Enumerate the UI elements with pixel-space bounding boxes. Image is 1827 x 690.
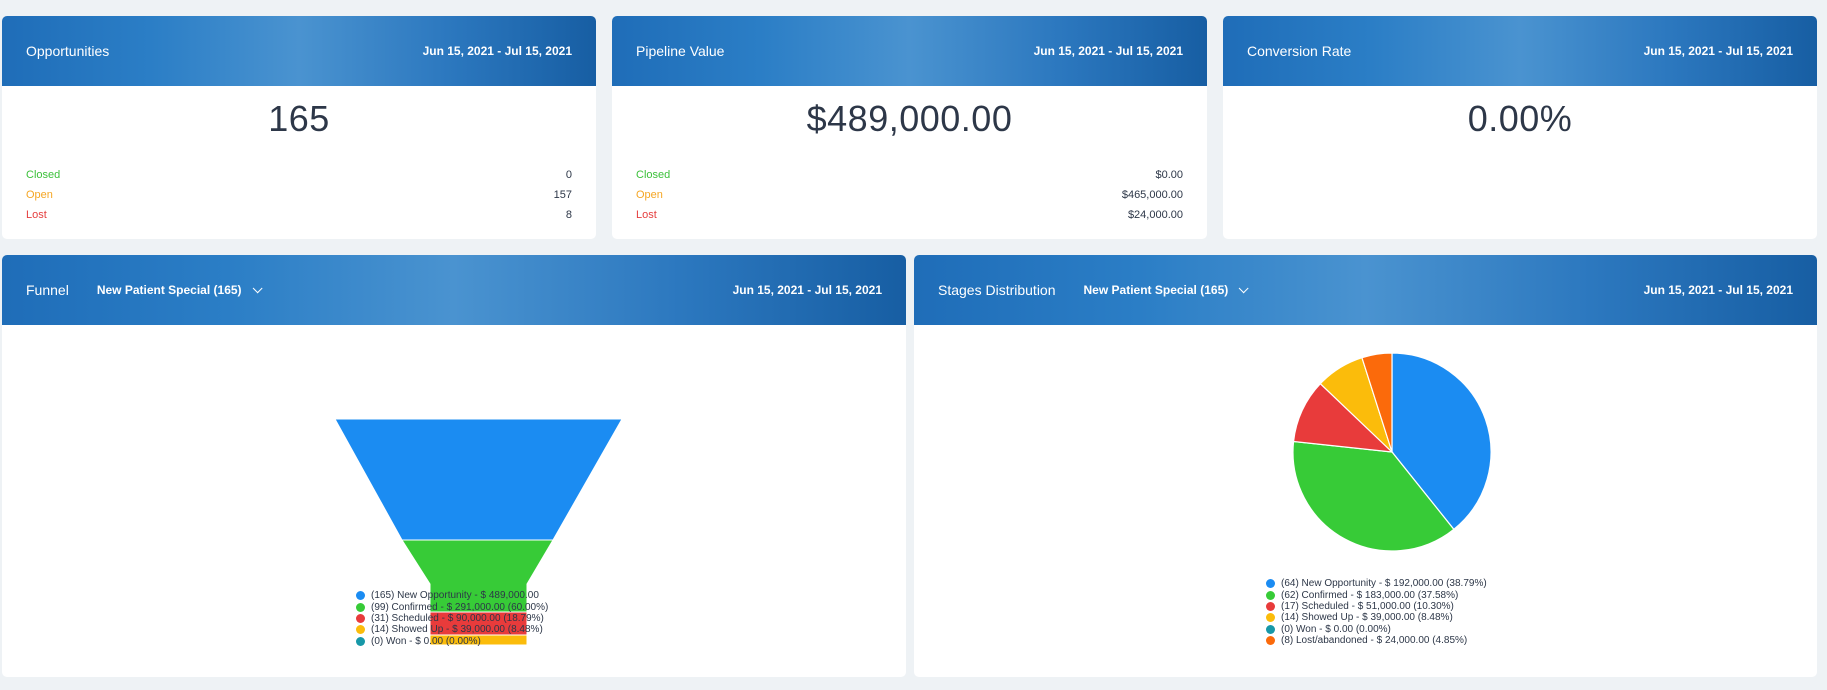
- legend-label: (99) Confirmed - $ 291,000.00 (60.00%): [371, 601, 549, 613]
- pipeline-value-date-range[interactable]: Jun 15, 2021 - Jul 15, 2021: [1033, 44, 1183, 58]
- legend-label: (0) Won - $ 0.00 (0.00%): [1281, 623, 1391, 635]
- legend-dot: [1266, 613, 1275, 623]
- stat-label-open: Open: [26, 189, 53, 201]
- stages-distribution-card: Stages Distribution New Patient Special …: [914, 255, 1817, 677]
- pipeline-value-header: Pipeline Value Jun 15, 2021 - Jul 15, 20…: [612, 16, 1207, 86]
- stat-value-lost: $24,000.00: [1127, 209, 1183, 221]
- stat-value-closed: $0.00: [1155, 169, 1183, 181]
- legend-item[interactable]: (0) Won - $ 0.00 (0.00%): [1266, 624, 1487, 635]
- funnel-title: Funnel: [26, 282, 69, 298]
- stat-value-closed: 0: [565, 169, 572, 181]
- stat-row-open: Open $465,000.00: [636, 185, 1183, 205]
- stat-row-lost: Lost 8: [26, 205, 572, 225]
- conversion-rate-title: Conversion Rate: [1247, 43, 1352, 59]
- pipeline-value-total: $489,000.00: [806, 98, 1013, 139]
- legend-label: (62) Confirmed - $ 183,000.00 (37.58%): [1281, 589, 1459, 601]
- legend-dot: [356, 625, 365, 635]
- legend-dot: [1266, 624, 1275, 634]
- chevron-down-icon: [1238, 282, 1249, 293]
- stat-label-lost: Lost: [636, 209, 657, 221]
- pie-slice-new-opportunity[interactable]: [1391, 352, 1492, 531]
- stat-label-closed: Closed: [26, 169, 61, 181]
- funnel-header: Funnel New Patient Special (165) Jun 15,…: [2, 255, 906, 325]
- stat-label-open: Open: [636, 189, 663, 201]
- conversion-rate-card: Conversion Rate Jun 15, 2021 - Jul 15, 2…: [1223, 16, 1817, 239]
- legend-label: (14) Showed Up - $ 39,000.00 (8.48%): [371, 624, 543, 636]
- legend-label: (31) Scheduled - $ 90,000.00 (18.79%): [371, 612, 544, 624]
- stages-distribution-header: Stages Distribution New Patient Special …: [914, 255, 1817, 325]
- legend-item[interactable]: (99) Confirmed - $ 291,000.00 (60.00%): [356, 601, 549, 613]
- opportunities-header: Opportunities Jun 15, 2021 - Jul 15, 202…: [2, 16, 596, 86]
- legend-item[interactable]: (14) Showed Up - $ 39,000.00 (8.48%): [1266, 612, 1487, 623]
- opportunities-date-range[interactable]: Jun 15, 2021 - Jul 15, 2021: [422, 44, 572, 58]
- pipeline-value-stats: Closed $0.00 Open $465,000.00 Lost $24,0…: [636, 165, 1183, 225]
- pie-slice-confirmed[interactable]: [1292, 440, 1455, 552]
- funnel-segment-new-opportunity[interactable]: [334, 418, 623, 541]
- conversion-rate-total: 0.00%: [1467, 98, 1573, 139]
- legend-dot: [1266, 579, 1275, 589]
- funnel-chart: [334, 418, 623, 646]
- legend-item[interactable]: (8) Lost/abandoned - $ 24,000.00 (4.85%): [1266, 635, 1487, 646]
- stat-row-closed: Closed $0.00: [636, 165, 1183, 185]
- legend-dot: [1266, 590, 1275, 600]
- stat-row-closed: Closed 0: [26, 165, 572, 185]
- legend-item[interactable]: (31) Scheduled - $ 90,000.00 (18.79%): [356, 613, 548, 624]
- stages-pie-chart: [1292, 352, 1492, 552]
- opportunities-card: Opportunities Jun 15, 2021 - Jul 15, 202…: [2, 16, 596, 239]
- legend-item[interactable]: (64) New Opportunity - $ 192,000.00 (38.…: [1266, 578, 1487, 589]
- stages-pipeline-dropdown[interactable]: New Patient Special (165): [1083, 282, 1249, 297]
- legend-dot: [1266, 636, 1275, 646]
- legend-label: (64) New Opportunity - $ 192,000.00 (38.…: [1281, 578, 1487, 590]
- stages-pipeline-select-label: New Patient Special (165): [1083, 283, 1229, 297]
- legend-item[interactable]: (165) New Opportunity - $ 489,000.00: [356, 590, 548, 601]
- funnel-legend: (165) New Opportunity - $ 489,000.00 (99…: [356, 590, 548, 647]
- stat-value-open: $465,000.00: [1121, 189, 1183, 201]
- legend-item[interactable]: (17) Scheduled - $ 51,000.00 (10.30%): [1266, 601, 1487, 612]
- stat-label-closed: Closed: [636, 169, 671, 181]
- conversion-rate-header: Conversion Rate Jun 15, 2021 - Jul 15, 2…: [1223, 16, 1817, 86]
- opportunities-title: Opportunities: [26, 43, 110, 59]
- legend-item[interactable]: (0) Won - $ 0.00 (0.00%): [356, 636, 548, 647]
- funnel-date-range[interactable]: Jun 15, 2021 - Jul 15, 2021: [732, 283, 882, 297]
- opportunities-total: 165: [268, 98, 330, 139]
- chevron-down-icon: [252, 282, 263, 293]
- stages-legend: (64) New Opportunity - $ 192,000.00 (38.…: [1266, 578, 1487, 646]
- legend-dot: [356, 602, 365, 612]
- pipeline-value-title: Pipeline Value: [636, 43, 725, 59]
- stages-distribution-date-range[interactable]: Jun 15, 2021 - Jul 15, 2021: [1643, 283, 1793, 297]
- stat-row-lost: Lost $24,000.00: [636, 205, 1183, 225]
- conversion-rate-date-range[interactable]: Jun 15, 2021 - Jul 15, 2021: [1643, 44, 1793, 58]
- legend-item[interactable]: (62) Confirmed - $ 183,000.00 (37.58%): [1266, 589, 1487, 601]
- stat-value-lost: 8: [565, 209, 572, 221]
- legend-label: (14) Showed Up - $ 39,000.00 (8.48%): [1281, 612, 1453, 624]
- legend-label: (0) Won - $ 0.00 (0.00%): [371, 635, 481, 647]
- funnel-segment-showed-up[interactable]: [429, 634, 528, 646]
- legend-label: (8) Lost/abandoned - $ 24,000.00 (4.85%): [1281, 635, 1468, 647]
- pipeline-value-card: Pipeline Value Jun 15, 2021 - Jul 15, 20…: [612, 16, 1207, 239]
- funnel-card: Funnel New Patient Special (165) Jun 15,…: [2, 255, 906, 677]
- stat-row-open: Open 157: [26, 185, 572, 205]
- legend-dot: [356, 636, 365, 646]
- pie-slice-lost-abandoned[interactable]: [1361, 352, 1393, 453]
- stat-value-open: 157: [553, 189, 572, 201]
- legend-label: (17) Scheduled - $ 51,000.00 (10.30%): [1281, 600, 1454, 612]
- funnel-pipeline-select-label: New Patient Special (165): [96, 283, 242, 297]
- funnel-pipeline-dropdown[interactable]: New Patient Special (165): [96, 282, 263, 297]
- legend-item[interactable]: (14) Showed Up - $ 39,000.00 (8.48%): [356, 624, 548, 635]
- legend-label: (165) New Opportunity - $ 489,000.00: [371, 590, 539, 602]
- legend-dot: [356, 591, 365, 601]
- stat-label-lost: Lost: [26, 209, 47, 221]
- stages-distribution-title: Stages Distribution: [938, 282, 1056, 298]
- opportunities-stats: Closed 0 Open 157 Lost 8: [26, 165, 572, 225]
- legend-dot: [1266, 601, 1275, 611]
- legend-dot: [356, 613, 365, 623]
